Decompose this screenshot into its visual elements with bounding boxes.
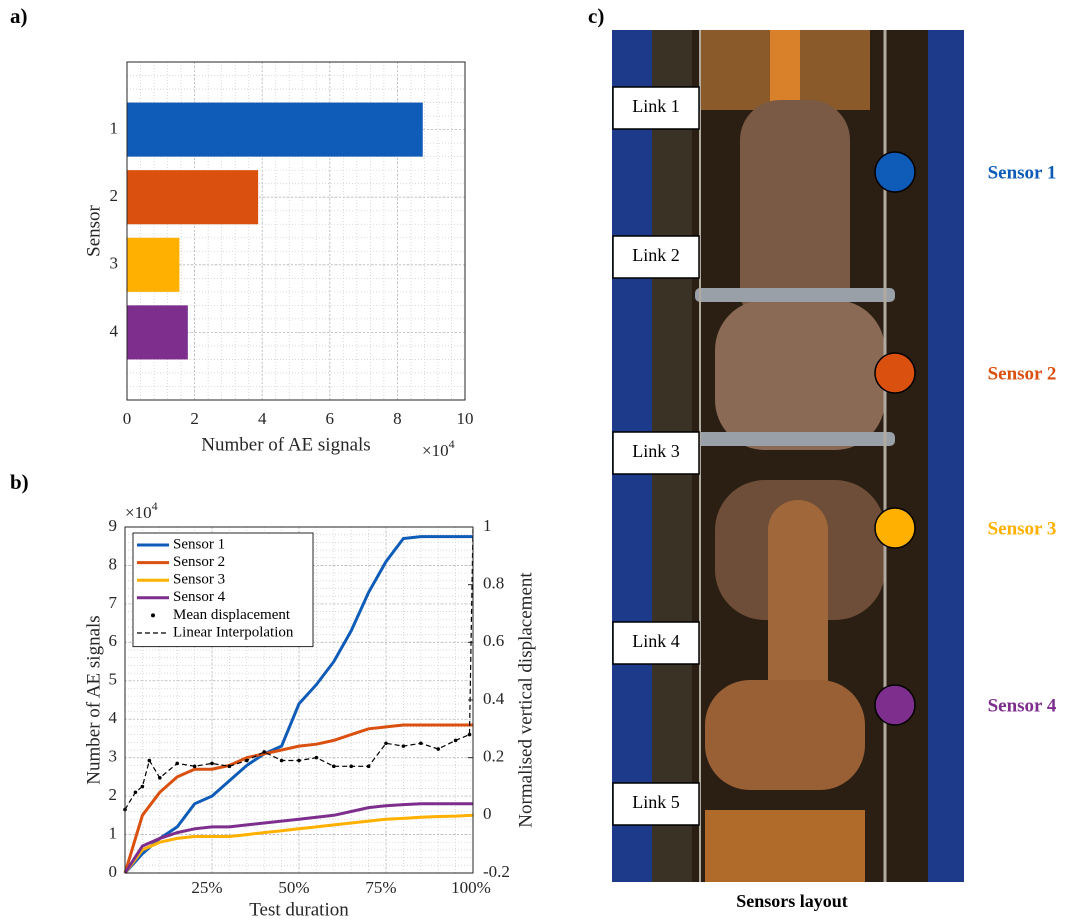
y-tick-label: 3 [109,747,118,766]
y2-tick-label: 0.8 [483,574,504,593]
legend-box [132,532,314,648]
legend-label: Mean displacement [173,607,291,623]
data-point [467,732,472,737]
multiplier-exponent: 4 [152,499,158,513]
link-label: Link 1 [612,86,700,130]
data-point [332,764,336,769]
link-box [612,431,700,475]
x-tick-label: 25% [191,878,222,897]
series-line [123,802,473,874]
y-tick-label: 3 [110,254,119,273]
y2-tick-label: 0.6 [483,631,504,650]
y-tick-label: 1 [109,823,118,842]
link-box [612,235,700,279]
legend-label: Sensor 1 [173,536,225,552]
y2-tick-label: 1 [483,516,492,535]
photo-caption: Sensors layout [736,891,848,911]
y2-axis-label: Normalised vertical displacement [515,572,536,828]
multiplier-exponent: 4 [449,437,455,451]
x-tick-label: 4 [258,409,267,428]
legend-label: Sensor 2 [173,554,225,570]
y-tick-label: 2 [109,785,118,804]
series-line [123,535,473,875]
sensor-label: Sensor 3 [988,518,1057,539]
x-tick-label: 75% [365,878,396,897]
multiplier-base: ×10 [422,441,449,460]
sensor-marker [874,507,916,549]
y-axis-label: Number of AE signals [83,615,104,784]
x-tick-label: 10 [457,409,474,428]
x-tick-label: 100% [451,878,491,897]
y2-tick-label: 0.4 [483,689,505,708]
y2-tick-label: 0 [483,804,492,823]
y-tick-label: 7 [109,593,118,612]
sensor-label: Sensor 1 [988,162,1057,183]
y-tick-label: 2 [110,186,119,205]
link-text: Link 2 [632,245,680,265]
x-axis-label: Test duration [249,899,349,920]
x-tick-label: 8 [393,409,402,428]
series-line [123,723,473,874]
y-tick-label: 5 [109,670,118,689]
legend-symbol [151,613,155,618]
bar [127,305,188,360]
sensor-marker [874,151,916,193]
bar [127,102,423,157]
link-label: Link 3 [612,431,700,475]
y-tick-label: 9 [109,516,118,535]
y-tick-label: 4 [110,321,119,340]
y-tick-label: 8 [109,554,118,573]
data-point [384,741,388,746]
panel-label: c) [588,4,604,28]
link-box [612,86,700,130]
x-tick-label: 6 [326,409,335,428]
y2-tick-label: -0.2 [483,862,510,881]
x-tick-label: 2 [190,409,199,428]
link-text: Link 5 [632,792,680,812]
axes-box [126,61,466,401]
data-point [210,761,214,766]
panel-label: a) [10,4,28,28]
sensor-label: Sensor 2 [988,363,1057,384]
link-box [612,621,700,665]
sensor-marker [874,352,916,394]
link-label: Link 5 [612,782,700,826]
axis-multiplier: ×104 [125,499,158,522]
axes-box [124,526,474,874]
y-axis-label: Sensor [83,204,104,256]
multiplier-base: ×10 [125,503,152,522]
x-tick-label: 0 [123,409,132,428]
link-text: Link 4 [632,631,680,651]
x-tick-label: 50% [278,878,309,897]
y-tick-label: 1 [110,119,119,138]
link-label: Link 2 [612,235,700,279]
y-tick-label: 6 [109,631,118,650]
bar [127,237,180,292]
y-tick-label: 0 [109,862,118,881]
link-box [612,782,700,826]
y-tick-label: 4 [109,708,118,727]
x-axis-label: Number of AE signals [201,434,370,455]
link-text: Link 1 [632,96,680,116]
panel-label: b) [10,470,29,494]
bar [127,170,259,225]
legend-label: Linear Interpolation [173,624,294,640]
y2-tick-label: 0.2 [483,747,504,766]
sensor-marker [874,684,916,726]
link-text: Link 3 [632,441,680,461]
legend-label: Sensor 3 [173,572,225,588]
axis-multiplier: ×104 [422,437,455,460]
link-label: Link 4 [612,621,700,665]
series-line [123,813,474,874]
sensor-label: Sensor 4 [988,695,1057,716]
series-line [124,526,474,810]
legend-label: Sensor 4 [173,589,226,605]
